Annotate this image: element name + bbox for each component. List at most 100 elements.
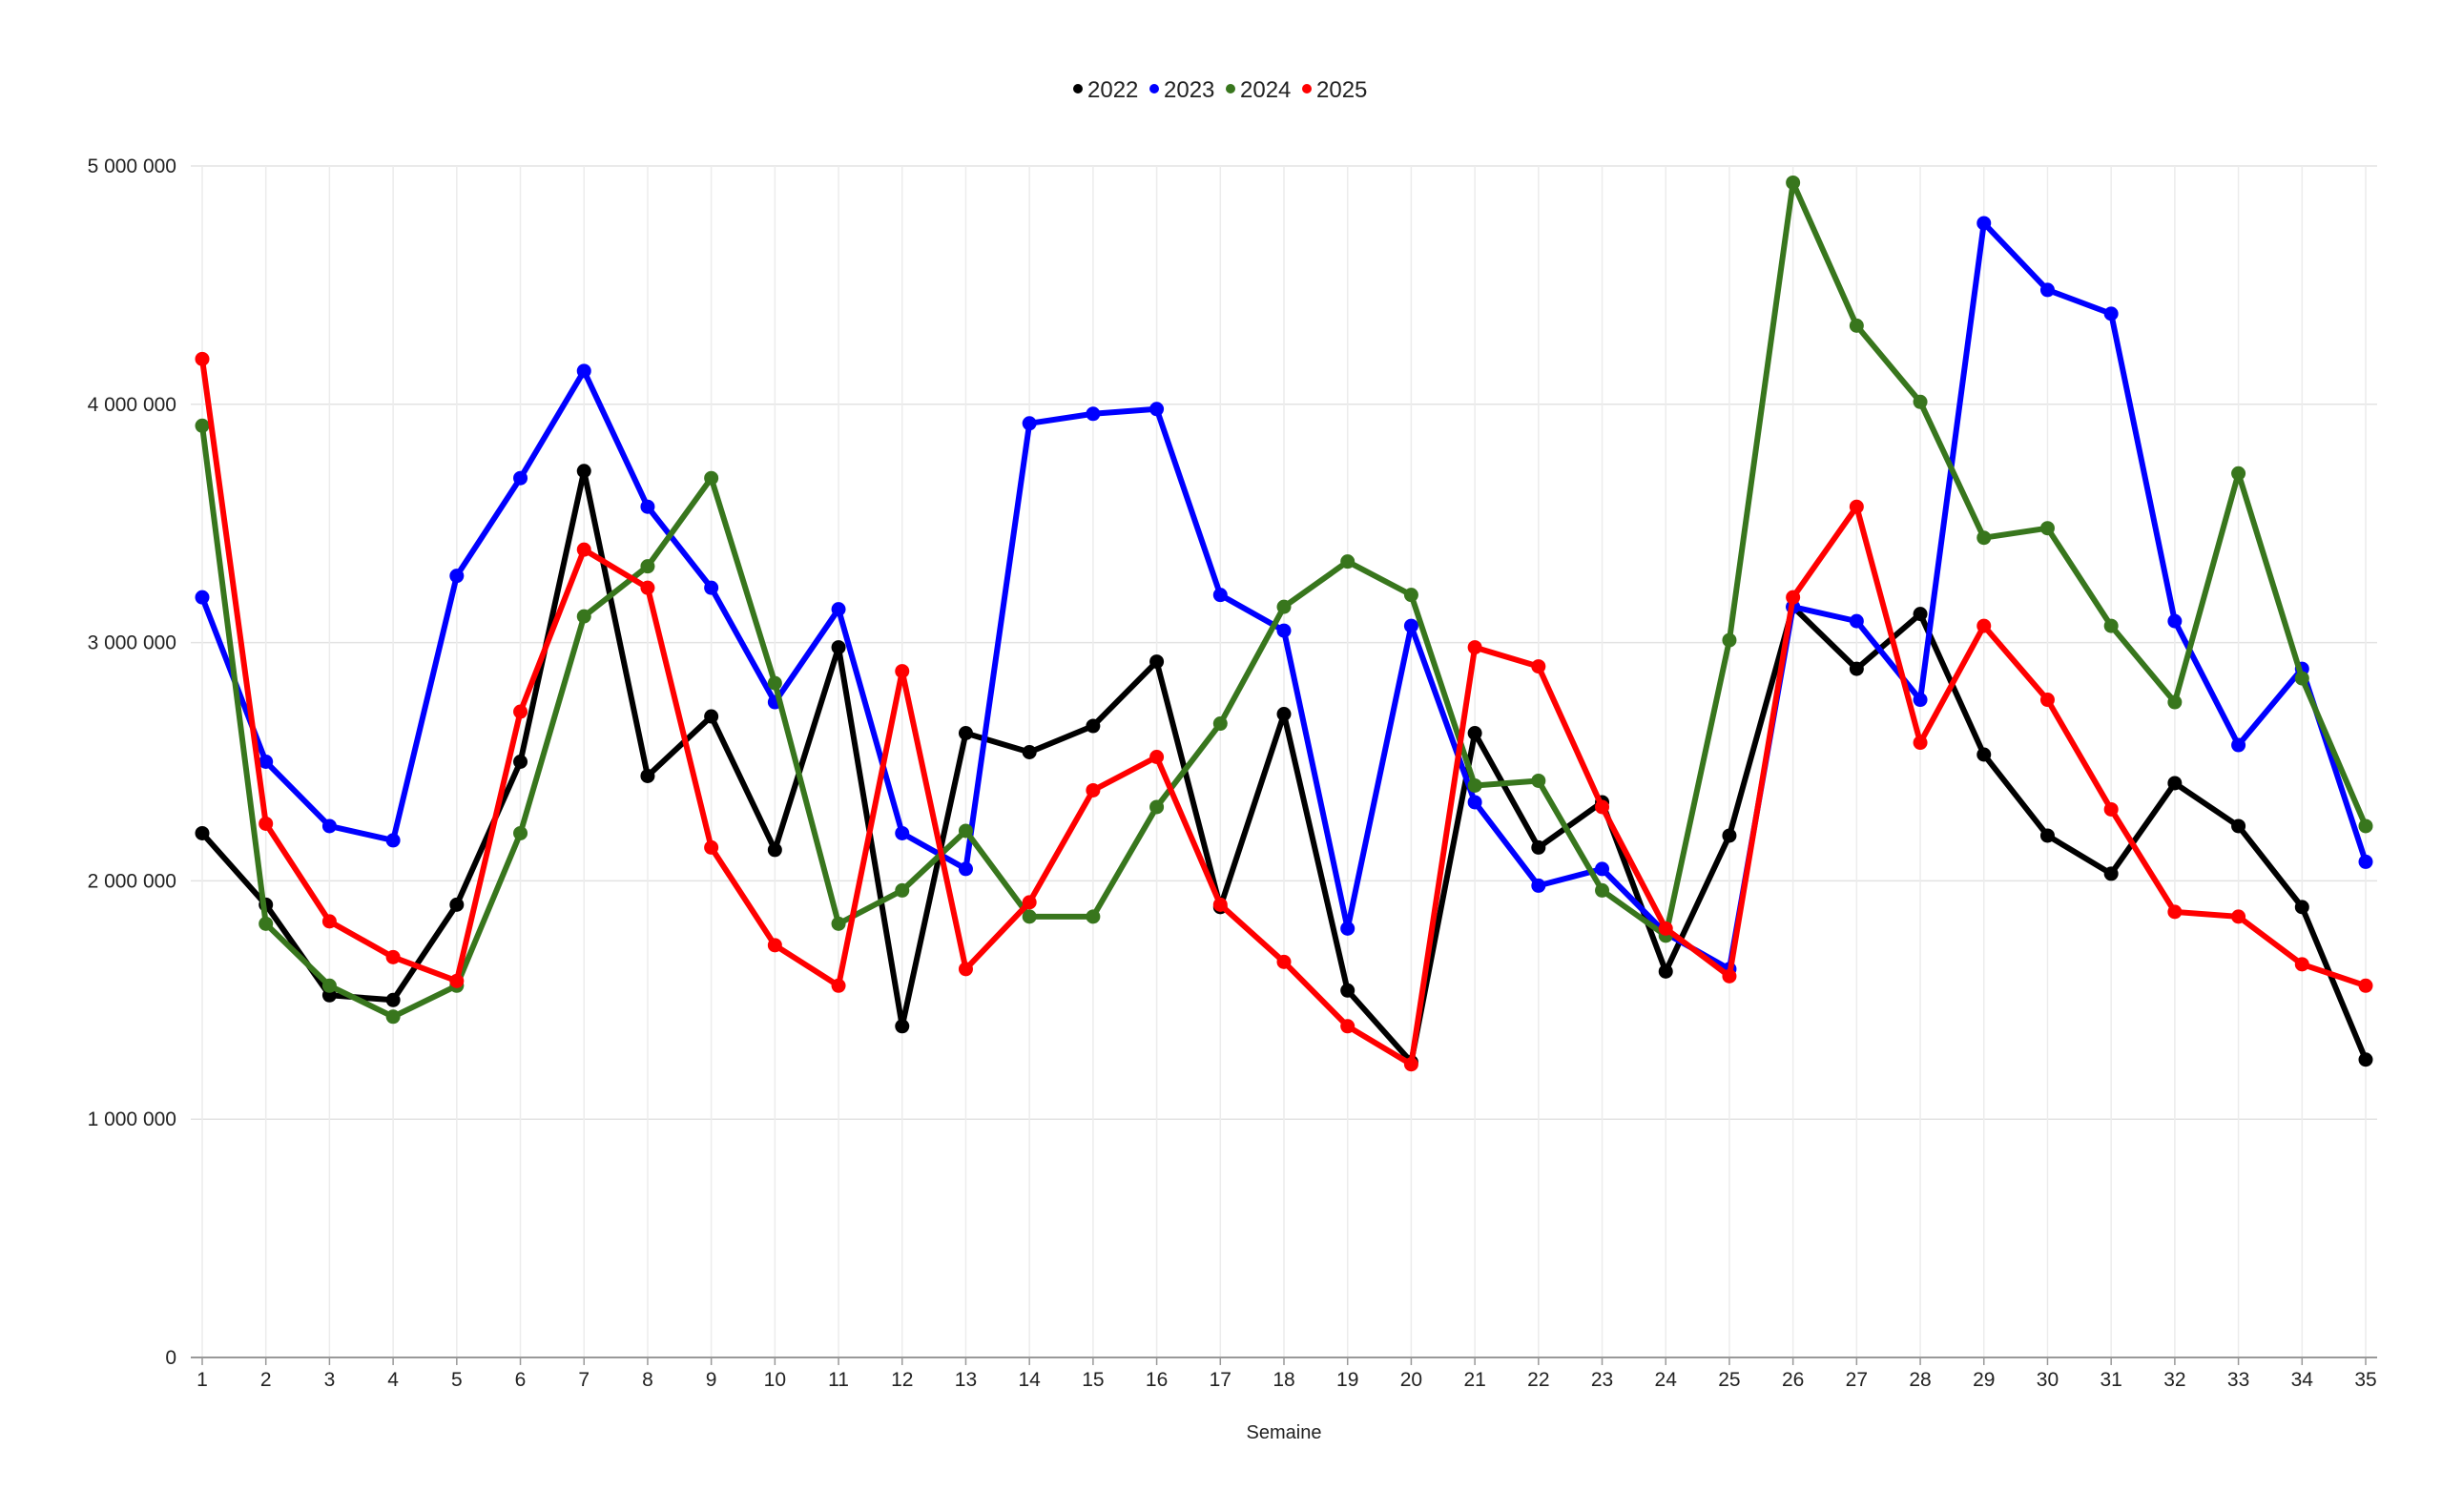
data-point-2022 — [385, 992, 401, 1007]
data-point-2022 — [1149, 654, 1165, 670]
data-point-2022 — [1658, 963, 1673, 979]
data-point-2023 — [449, 569, 465, 584]
data-point-2023 — [1022, 416, 1037, 431]
y-tick-label: 5 000 000 — [88, 155, 176, 177]
data-point-2023 — [2231, 737, 2246, 753]
x-tick-label: 4 — [387, 1369, 399, 1391]
data-point-2025 — [1531, 659, 1546, 674]
legend-marker-2024 — [1226, 84, 1235, 93]
x-tick-label: 32 — [2163, 1369, 2185, 1391]
data-point-2025 — [2294, 957, 2309, 972]
data-point-2022 — [195, 825, 210, 840]
x-tick-label: 30 — [2037, 1369, 2059, 1391]
data-point-2024 — [1913, 394, 1928, 409]
data-point-2025 — [1849, 499, 1864, 514]
data-point-2022 — [2103, 866, 2119, 881]
data-point-2022 — [449, 897, 465, 912]
data-point-2024 — [1467, 777, 1482, 793]
y-tick-label: 2 000 000 — [88, 870, 176, 892]
x-tick-label: 33 — [2227, 1369, 2249, 1391]
data-point-2025 — [385, 949, 401, 964]
data-point-2025 — [767, 938, 782, 953]
data-point-2024 — [513, 825, 528, 840]
x-tick-label: 21 — [1463, 1369, 1485, 1391]
data-point-2022 — [2039, 828, 2055, 843]
data-point-2023 — [1149, 402, 1165, 417]
x-tick-label: 22 — [1527, 1369, 1549, 1391]
x-tick-label: 19 — [1336, 1369, 1358, 1391]
data-point-2024 — [895, 882, 910, 898]
data-point-2025 — [2358, 978, 2373, 993]
x-tick-label: 18 — [1273, 1369, 1294, 1391]
data-point-2024 — [767, 675, 782, 691]
x-tick-label: 8 — [642, 1369, 653, 1391]
data-point-2023 — [1976, 216, 1992, 231]
data-point-2024 — [1786, 175, 1801, 190]
data-point-2023 — [1403, 618, 1418, 633]
data-point-2023 — [2103, 306, 2119, 321]
x-tick-label: 11 — [828, 1369, 849, 1391]
x-tick-label: 34 — [2291, 1369, 2314, 1391]
data-point-2025 — [1403, 1057, 1418, 1072]
data-point-2022 — [1467, 726, 1482, 741]
data-point-2023 — [1086, 406, 1101, 422]
x-tick-label: 12 — [891, 1369, 913, 1391]
data-point-2025 — [1595, 799, 1610, 815]
data-point-2025 — [513, 704, 528, 719]
y-tick-label: 4 000 000 — [88, 394, 176, 416]
x-axis-title: Semaine — [1247, 1422, 1322, 1443]
data-point-2024 — [1849, 318, 1864, 333]
data-point-2024 — [385, 1009, 401, 1025]
data-point-2022 — [1022, 745, 1037, 760]
data-point-2022 — [1340, 983, 1356, 998]
data-point-2025 — [1467, 640, 1482, 655]
x-tick-label: 23 — [1591, 1369, 1613, 1391]
data-point-2024 — [958, 823, 973, 839]
data-point-2025 — [2167, 904, 2183, 920]
data-point-2022 — [2167, 776, 2183, 791]
x-tick-label: 29 — [1973, 1369, 1995, 1391]
data-point-2024 — [1531, 773, 1546, 788]
data-point-2025 — [1658, 921, 1673, 936]
data-point-2023 — [1467, 795, 1482, 810]
data-point-2024 — [1086, 909, 1101, 924]
data-point-2024 — [2103, 618, 2119, 633]
data-point-2023 — [958, 861, 973, 877]
data-point-2022 — [1276, 707, 1292, 722]
data-point-2023 — [1531, 878, 1546, 893]
data-point-2025 — [1913, 735, 1928, 751]
data-point-2024 — [2231, 466, 2246, 481]
data-point-2024 — [1022, 909, 1037, 924]
data-point-2022 — [513, 755, 528, 769]
data-point-2024 — [640, 559, 655, 574]
legend-marker-2023 — [1149, 84, 1159, 93]
data-point-2022 — [2231, 818, 2246, 834]
series-group — [195, 175, 2373, 1072]
data-point-2022 — [1849, 661, 1864, 676]
data-point-2025 — [321, 914, 337, 929]
data-point-2024 — [1403, 588, 1418, 603]
data-point-2025 — [1276, 954, 1292, 969]
x-tick-label: 31 — [2100, 1369, 2121, 1391]
data-point-2022 — [831, 640, 846, 655]
data-point-2024 — [2358, 818, 2373, 834]
data-point-2024 — [1212, 716, 1228, 732]
x-tick-label: 27 — [1846, 1369, 1868, 1391]
data-point-2025 — [1086, 782, 1101, 797]
data-point-2024 — [831, 916, 846, 931]
data-point-2023 — [2167, 613, 2183, 629]
x-tick-label: 35 — [2354, 1369, 2376, 1391]
data-point-2025 — [704, 839, 719, 855]
x-axis-ticks: 1 2 3 4 5 6 7 8 9 10 11 12 13 14 15 16 17 18 19 20 21 22 23 24 2… — [197, 1357, 2377, 1391]
data-point-2023 — [640, 499, 655, 514]
y-tick-label: 3 000 000 — [88, 632, 176, 654]
data-point-2024 — [704, 470, 719, 486]
data-point-2022 — [1722, 828, 1737, 843]
x-tick-label: 10 — [764, 1369, 786, 1391]
data-point-2023 — [385, 833, 401, 848]
data-point-2025 — [449, 973, 465, 988]
data-point-2022 — [1086, 718, 1101, 734]
data-point-2022 — [2358, 1052, 2373, 1067]
data-point-2022 — [767, 842, 782, 858]
